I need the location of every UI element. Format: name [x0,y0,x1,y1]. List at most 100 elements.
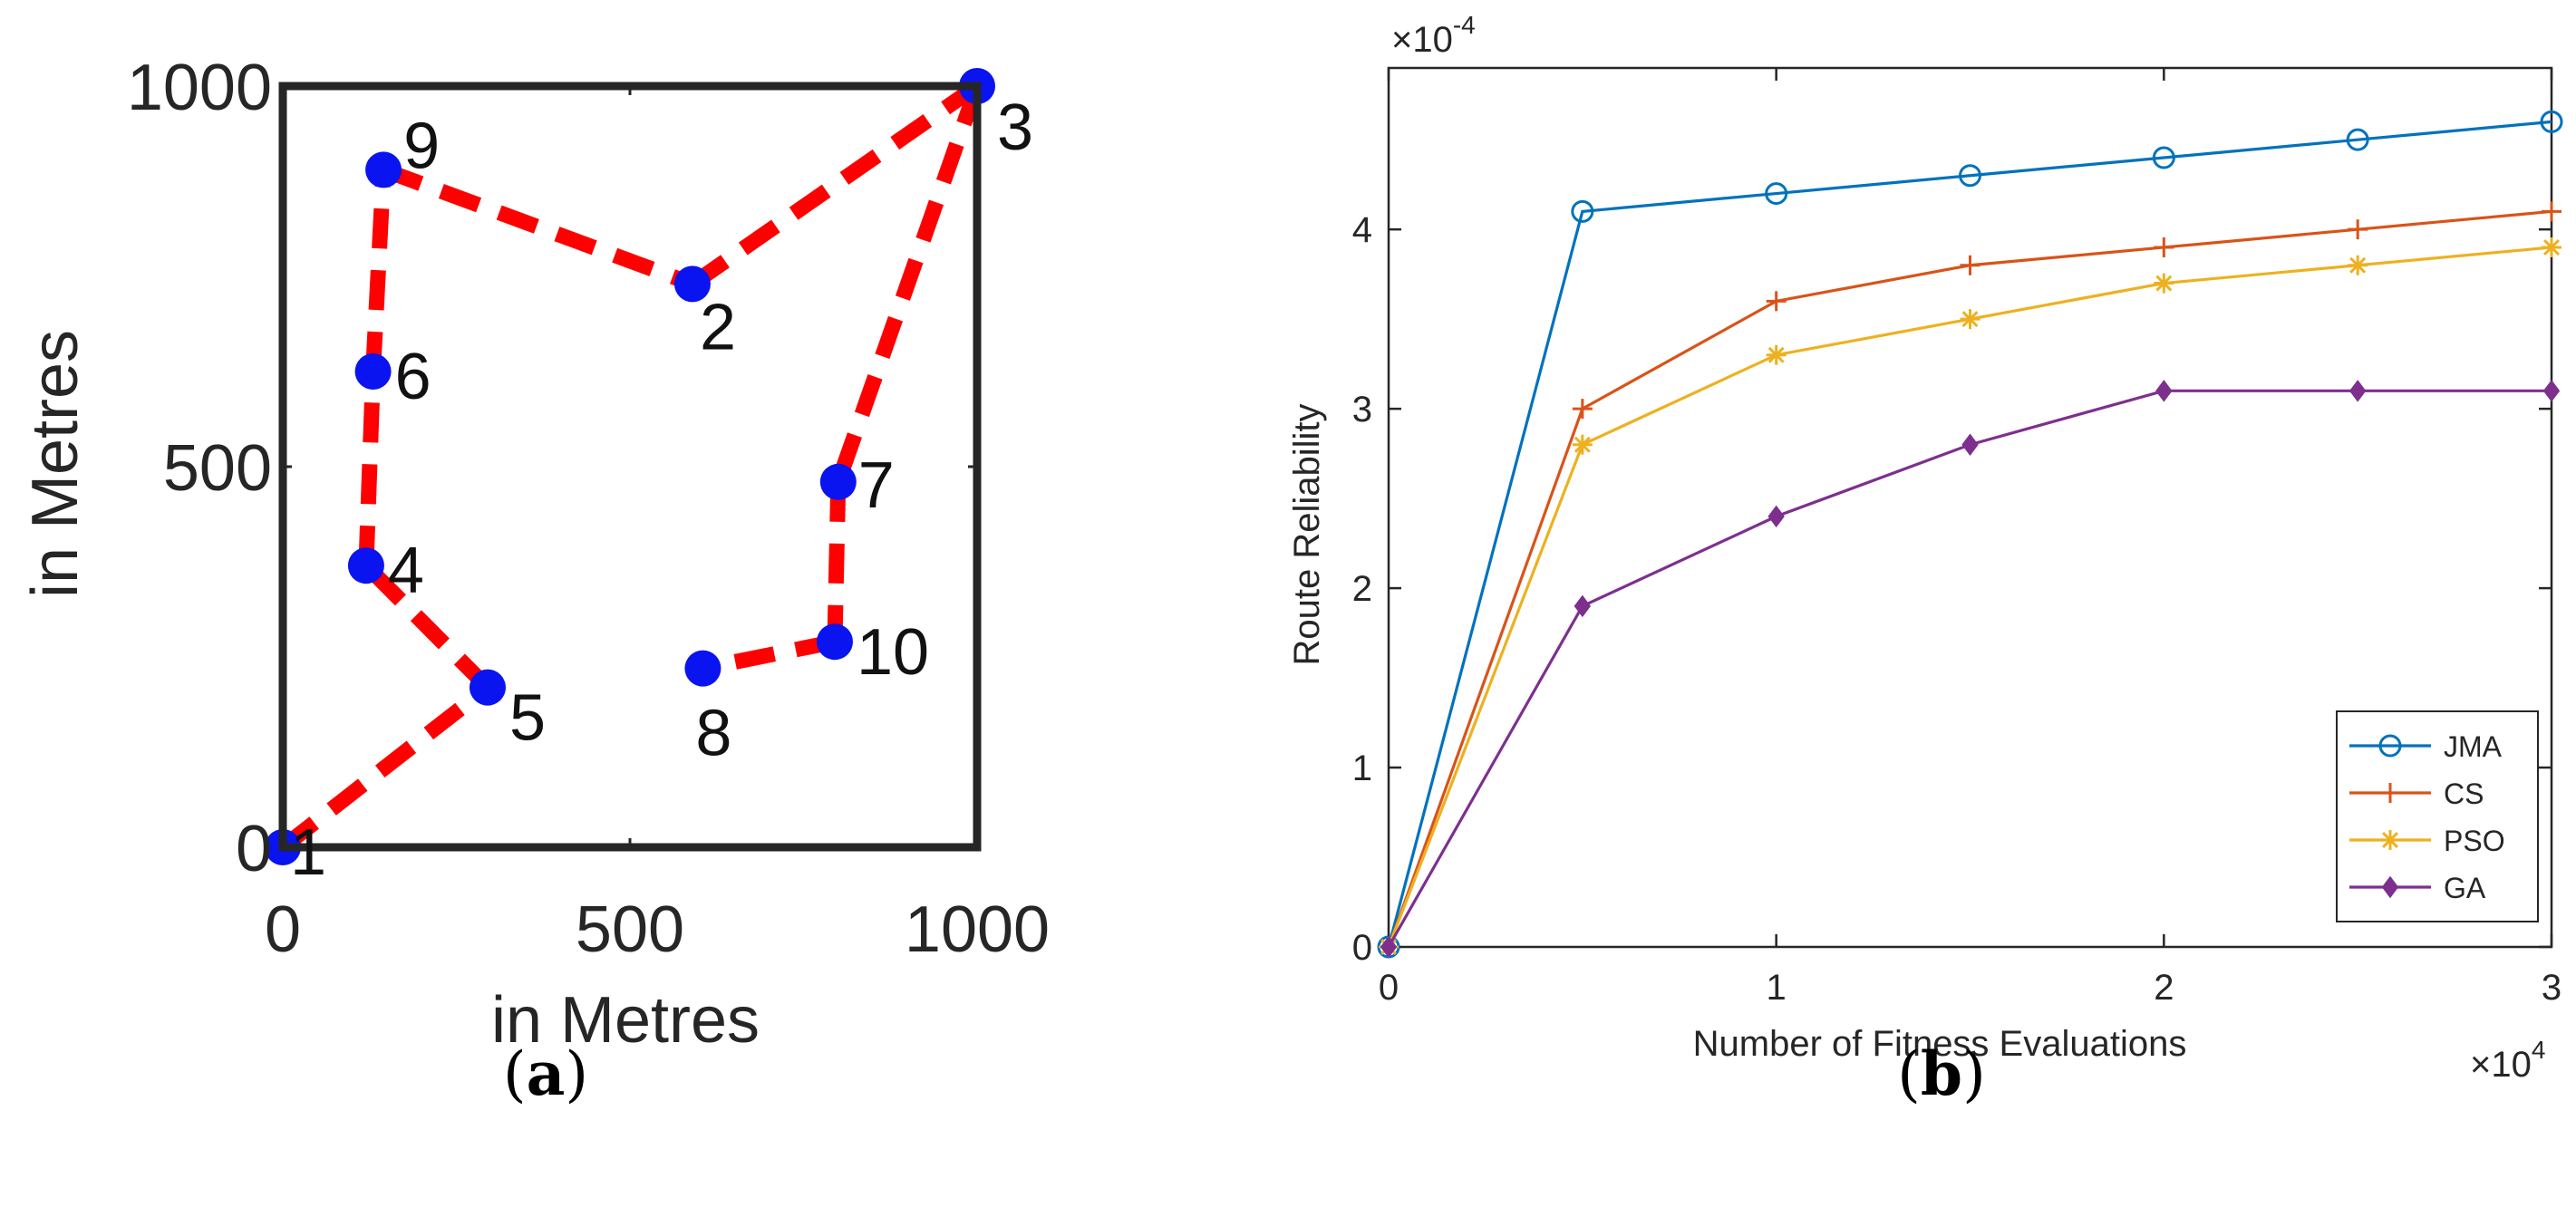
panel-b-x-tick-label: 1 [1767,968,1787,1008]
caption-b: (b) [1897,1038,1986,1109]
series-pso-point-2 [1766,344,1787,365]
node-label-1: 1 [290,816,326,889]
series-cs-point-1 [1572,399,1593,420]
series-ga-point-2 [1767,505,1785,528]
series-jma-line [1387,120,2552,948]
panel-b-x-tick-label: 0 [1379,968,1399,1008]
series-jma-point-5 [2346,128,2369,151]
node-marker-2 [673,266,711,303]
panel-a-x-tick-label: 1000 [905,893,1050,966]
series-cs-point-2 [1766,291,1787,312]
node-marker-4 [347,547,384,584]
series-pso-point-4 [2154,273,2174,294]
panel-b-y-axis-label: Route Reliability [1287,403,1327,665]
legend-label-jma: JMA [2444,730,2503,763]
route-segment-5-4 [360,560,493,693]
panel-a-x-ticks: 0 500 1000 [265,86,1050,966]
series-ga-point-5 [2348,380,2367,402]
series-pso-point-4-d2 [2155,275,2173,292]
route-segment-7-10 [827,481,847,642]
series-pso-point-6 [2542,237,2561,257]
node-label-4: 4 [388,535,424,607]
panel-a-x-tick-label: 500 [576,893,684,966]
route-segment-1-5 [277,681,493,854]
series-jma-point-1 [1571,199,1594,223]
panel-a-y-axis-label: in Metres [19,330,92,598]
panel-a-x-tick-label: 0 [265,893,301,966]
route-segment-4-6 [358,371,382,566]
panel-b-ticks: 0 1 2 3 0 1 2 3 4 [1352,68,2561,1008]
series-pso-point-6-d2 [2543,238,2560,256]
series-ga-point-6 [2542,380,2561,402]
legend-box [2336,710,2539,922]
series-pso-point-1-d2 [1574,436,1591,453]
legend-marker-jma [2378,734,2402,758]
legend-marker-ga [2381,875,2399,899]
route-segment-9-2 [381,162,695,292]
route-segment-10-8 [701,633,837,676]
node-label-3: 3 [997,92,1033,164]
panel-b-x-tick-label: 3 [2542,968,2561,1008]
panel-b-y-tick-label: 3 [1352,390,1372,430]
legend: JMA CS PSO GA [2336,710,2539,922]
node-labels: 1 2 3 4 5 6 7 8 9 10 [290,92,1033,889]
series-jma-point-6 [2540,110,2563,133]
panel-b-y-tick-label: 1 [1352,748,1372,788]
series-pso-point-5 [2348,255,2368,275]
node-marker-6 [354,353,392,390]
series-ga-point-4 [2155,380,2173,402]
panel-a-y-tick-label: 0 [236,813,272,885]
panel-b-y-tick-label: 0 [1352,928,1372,968]
route-segment-2-3 [688,80,982,291]
route-segment-6-9 [365,169,392,372]
legend-label-pso: PSO [2444,825,2505,857]
panel-a-x-axis-label: in Metres [491,984,760,1057]
route-nodes [265,68,995,865]
series-pso-point-5-d2 [2349,256,2367,274]
series-ga-point-1 [1574,594,1592,618]
node-marker-5 [469,669,506,706]
panel-b-y-multiplier: ×10-4 [1391,11,1476,60]
node-label-5: 5 [509,682,546,755]
panel-a-y-ticks: 0 500 1000 [127,52,977,885]
series-pso-point-1 [1572,434,1593,455]
node-label-6: 6 [395,341,431,413]
legend-marker-cs [2380,783,2400,803]
series-jma-point-2 [1765,182,1788,206]
node-label-9: 9 [403,110,440,182]
node-label-2: 2 [700,291,736,363]
node-label-8: 8 [695,698,731,770]
series-ga-point-3 [1961,433,1979,456]
panel-b-x-axis-label: Number of Fitness Evaluations [1693,1024,2187,1064]
series-pso-point-3-d2 [1961,311,1979,328]
panel-b-y-tick-label: 4 [1352,210,1372,250]
panel-b-y-tick-label: 2 [1352,569,1372,609]
legend-label-cs: CS [2444,777,2484,810]
legend-marker-pso-d2 [2382,832,2398,848]
panel-a-y-tick-label: 1000 [127,52,272,124]
panel-b-x-multiplier: ×104 [2470,1036,2545,1085]
series-ga-point-0 [1380,935,1398,959]
panel-b-x-tick-label: 2 [2154,968,2174,1008]
legend-label-ga: GA [2444,872,2486,904]
panel-a-y-tick-label: 500 [163,432,272,505]
series-jma-point-3 [1959,164,1981,188]
series-jma-point-4 [2152,146,2175,169]
caption-a: (a) [503,1038,588,1109]
node-marker-8 [684,650,721,687]
series-cs-point-5 [2348,219,2368,240]
node-label-10: 10 [857,616,929,689]
node-marker-9 [365,151,402,188]
series-cs-point-6 [2542,201,2561,222]
node-marker-10 [816,623,853,661]
series-pso-point-3 [1960,309,1980,330]
series-pso-point-2-d2 [1767,346,1785,363]
node-label-7: 7 [858,449,895,522]
series-cs-point-3 [1960,255,1980,275]
series-cs-point-4 [2154,237,2174,257]
panel-b-series [1377,110,2563,959]
route-segment-3-7 [830,83,985,485]
